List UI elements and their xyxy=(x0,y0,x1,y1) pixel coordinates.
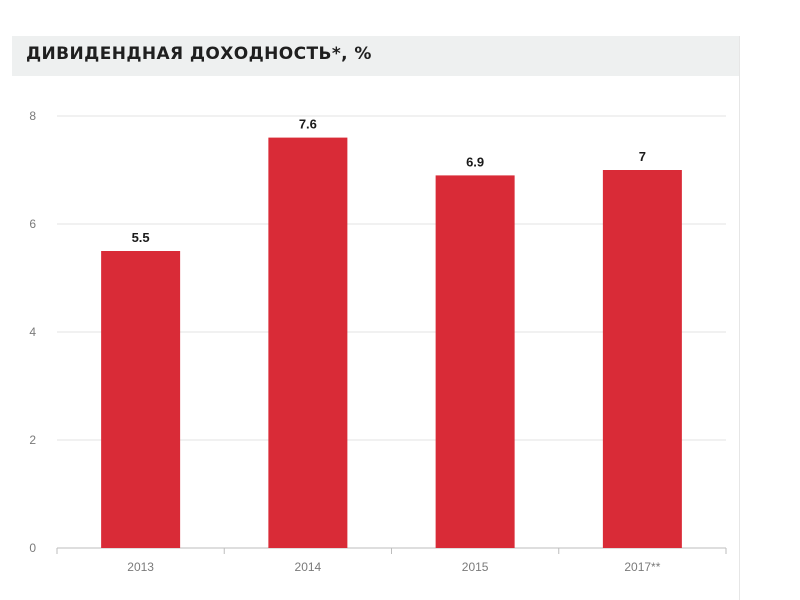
chart-title: ДИВИДЕНДНАЯ ДОХОДНОСТЬ*, % xyxy=(26,44,372,64)
data-label: 6.9 xyxy=(466,154,484,169)
y-tick-label: 0 xyxy=(29,541,36,555)
data-label: 5.5 xyxy=(132,230,150,245)
x-tick-label: 2013 xyxy=(127,560,154,574)
x-tick-label: 2015 xyxy=(462,560,489,574)
y-tick-label: 4 xyxy=(29,325,36,339)
bar xyxy=(101,251,181,548)
bar xyxy=(602,170,682,548)
data-label: 7 xyxy=(639,149,646,164)
x-tick-label: 2014 xyxy=(295,560,322,574)
y-tick-label: 6 xyxy=(29,217,36,231)
y-tick-label: 2 xyxy=(29,433,36,447)
bar xyxy=(268,137,348,548)
data-label: 7.6 xyxy=(299,117,317,132)
title-bar: ДИВИДЕНДНАЯ ДОХОДНОСТЬ*, % xyxy=(12,36,739,76)
bar xyxy=(435,175,515,548)
x-tick-label: 2017** xyxy=(624,560,660,574)
y-tick-label: 8 xyxy=(29,109,36,123)
